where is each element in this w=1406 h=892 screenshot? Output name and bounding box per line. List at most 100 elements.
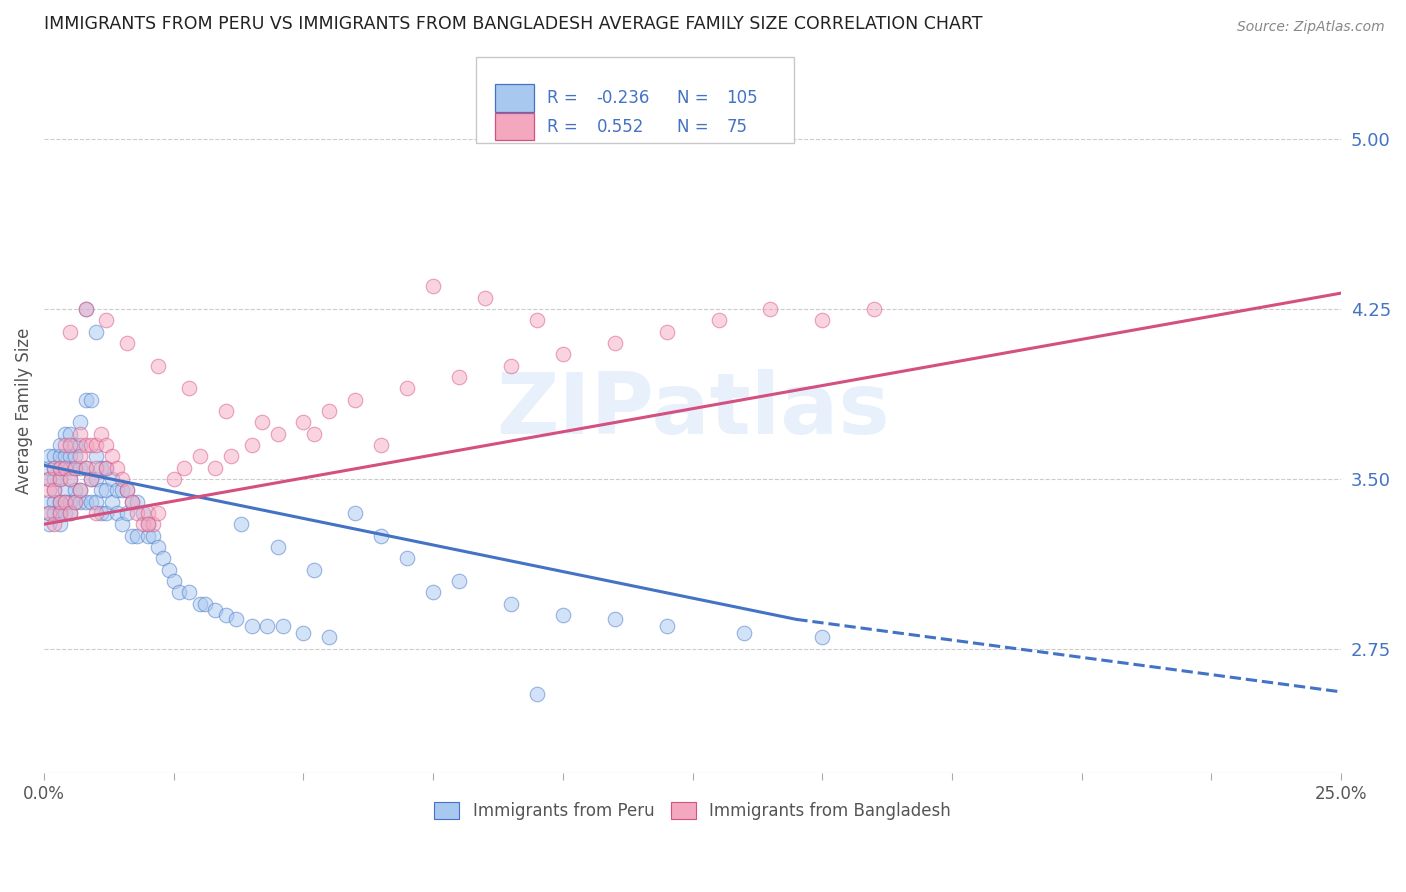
Point: [96, 460, 118, 475]
Point: [603, 335, 626, 350]
Point: [499, 597, 522, 611]
Point: [188, 449, 211, 463]
Text: 105: 105: [727, 89, 758, 107]
Point: [271, 619, 294, 633]
Point: [59, 506, 82, 520]
Text: N =: N =: [678, 89, 714, 107]
Legend: Immigrants from Peru, Immigrants from Bangladesh: Immigrants from Peru, Immigrants from Ba…: [427, 796, 957, 827]
Point: [163, 574, 186, 588]
Point: [256, 619, 278, 633]
Point: [173, 460, 195, 475]
Point: [131, 517, 153, 532]
Point: [111, 517, 134, 532]
Point: [422, 279, 444, 293]
Point: [44, 472, 66, 486]
Point: [59, 506, 82, 520]
Point: [48, 506, 70, 520]
Point: [121, 494, 143, 508]
Point: [84, 438, 107, 452]
Point: [59, 472, 82, 486]
Point: [59, 449, 82, 463]
Point: [44, 449, 66, 463]
Point: [318, 631, 340, 645]
Point: [44, 460, 66, 475]
Bar: [495, 84, 534, 112]
Point: [69, 415, 91, 429]
Point: [225, 612, 247, 626]
Point: [44, 517, 66, 532]
Point: [38, 449, 60, 463]
Point: [84, 494, 107, 508]
Point: [396, 551, 419, 566]
Point: [38, 472, 60, 486]
Point: [69, 449, 91, 463]
Point: [75, 392, 97, 407]
Point: [179, 585, 201, 599]
Text: 75: 75: [727, 118, 748, 136]
Point: [65, 494, 87, 508]
Point: [48, 460, 70, 475]
Point: [127, 506, 149, 520]
Point: [474, 291, 496, 305]
Point: [302, 426, 325, 441]
Point: [449, 370, 471, 384]
Point: [551, 607, 574, 622]
Point: [157, 562, 180, 576]
Point: [142, 517, 165, 532]
Point: [84, 449, 107, 463]
Point: [863, 301, 886, 316]
Point: [127, 528, 149, 542]
Point: [44, 494, 66, 508]
Point: [48, 494, 70, 508]
Point: [370, 438, 392, 452]
Point: [526, 313, 548, 327]
Point: [48, 506, 70, 520]
Point: [115, 483, 138, 498]
Point: [318, 404, 340, 418]
Point: [163, 472, 186, 486]
Point: [48, 472, 70, 486]
Point: [96, 483, 118, 498]
FancyBboxPatch shape: [477, 57, 794, 143]
Point: [84, 506, 107, 520]
Point: [266, 540, 288, 554]
Point: [38, 506, 60, 520]
Point: [231, 517, 253, 532]
Point: [105, 460, 128, 475]
Point: [59, 438, 82, 452]
Point: [136, 517, 159, 532]
Point: [65, 460, 87, 475]
Point: [204, 460, 226, 475]
Point: [115, 506, 138, 520]
Point: [100, 472, 122, 486]
Point: [344, 506, 367, 520]
Point: [80, 438, 103, 452]
Point: [38, 517, 60, 532]
Point: [152, 551, 174, 566]
Point: [44, 483, 66, 498]
Point: [48, 494, 70, 508]
Point: [44, 506, 66, 520]
Point: [90, 426, 112, 441]
Point: [59, 460, 82, 475]
Point: [75, 460, 97, 475]
Point: [551, 347, 574, 361]
Point: [65, 438, 87, 452]
Point: [148, 540, 170, 554]
Point: [38, 472, 60, 486]
Point: [80, 392, 103, 407]
Point: [188, 597, 211, 611]
Point: [96, 506, 118, 520]
Text: R =: R =: [547, 118, 589, 136]
Point: [422, 585, 444, 599]
Point: [53, 438, 76, 452]
Point: [219, 449, 242, 463]
Point: [44, 460, 66, 475]
Point: [48, 517, 70, 532]
Point: [121, 528, 143, 542]
Point: [75, 494, 97, 508]
Point: [105, 506, 128, 520]
Point: [111, 472, 134, 486]
Point: [75, 301, 97, 316]
Point: [84, 472, 107, 486]
